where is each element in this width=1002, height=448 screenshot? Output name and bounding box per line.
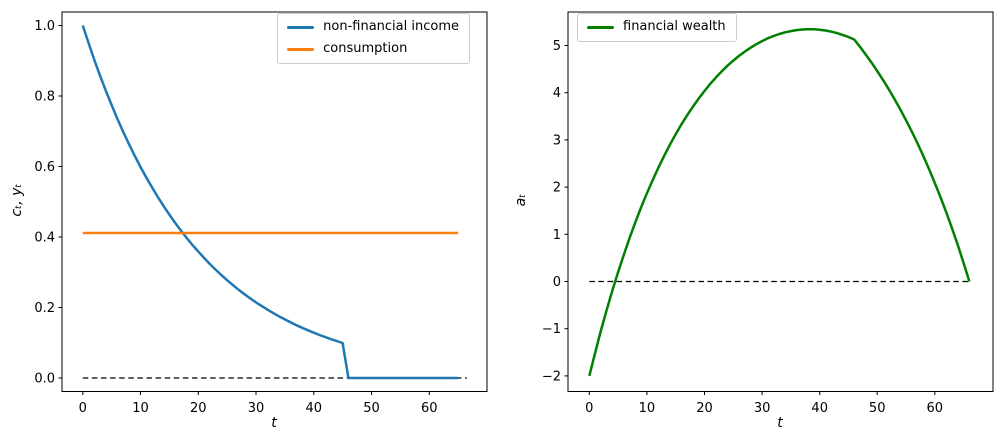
y-tick-label: 4 <box>553 86 561 101</box>
x-tick-label: 10 <box>132 401 149 416</box>
y-tick-label: 0.0 <box>34 372 55 387</box>
plot-area-right: 0 10 20 30 40 50 60 −2 −1 0 1 2 3 4 5 <box>542 11 994 416</box>
series-line-financial-wealth <box>588 28 971 377</box>
x-tick-label: 0 <box>585 401 593 416</box>
legend-right: financial wealth <box>577 13 737 42</box>
y-tick-label: 3 <box>553 133 561 148</box>
x-axis-label-right: t <box>777 415 783 431</box>
x-tick-label: 60 <box>927 401 944 416</box>
x-tick-label: 30 <box>248 401 265 416</box>
legend-left: non-financial income consumption <box>277 13 470 64</box>
y-tick-label: −1 <box>542 322 561 337</box>
y-tick-label: 5 <box>553 39 561 54</box>
x-tick-label: 0 <box>79 401 87 416</box>
y-tick-label: 2 <box>553 181 561 196</box>
x-tick-label: 40 <box>811 401 828 416</box>
y-tick-label: 0.6 <box>34 160 55 175</box>
series-line-non-financial-income <box>81 25 459 380</box>
axes-frame <box>61 11 488 392</box>
plot-area-left: 0 10 20 30 40 50 60 0.0 0.2 0.4 0.6 0.8 1.0 <box>34 11 488 416</box>
y-tick-label: 1 <box>553 228 561 243</box>
legend-entry-consumption: consumption <box>287 40 459 57</box>
x-axis-label-left: t <box>271 415 277 431</box>
y-tick-label: 0.2 <box>34 301 55 316</box>
legend-label-wealth: financial wealth <box>623 19 726 34</box>
legend-line-sample-income <box>287 25 315 29</box>
y-tick-label: 1.0 <box>34 19 55 34</box>
y-tick-label: 0.4 <box>34 231 55 246</box>
x-tick-label: 10 <box>639 401 656 416</box>
x-tick-label: 50 <box>869 401 886 416</box>
x-tick-label: 40 <box>306 401 323 416</box>
legend-line-sample-consumption <box>287 47 315 51</box>
y-tick-label: 0 <box>553 275 561 290</box>
legend-label-income: non-financial income <box>323 19 459 34</box>
y-axis-label-left: cₜ, yₜ <box>9 183 25 217</box>
y-axis-label-right: aₜ <box>513 193 529 207</box>
x-tick-label: 50 <box>363 401 380 416</box>
legend-line-sample-wealth <box>587 25 614 29</box>
x-tick-label: 20 <box>190 401 207 416</box>
legend-entry-financial-wealth: financial wealth <box>587 19 726 35</box>
y-tick-label: −2 <box>542 369 561 384</box>
y-tick-label: 0.8 <box>34 90 55 105</box>
x-tick-label: 60 <box>421 401 438 416</box>
axes-frame <box>567 11 994 392</box>
legend-entry-non-financial-income: non-financial income <box>287 19 459 35</box>
x-tick-label: 20 <box>696 401 713 416</box>
x-tick-label: 30 <box>754 401 771 416</box>
legend-label-consumption: consumption <box>323 40 408 56</box>
